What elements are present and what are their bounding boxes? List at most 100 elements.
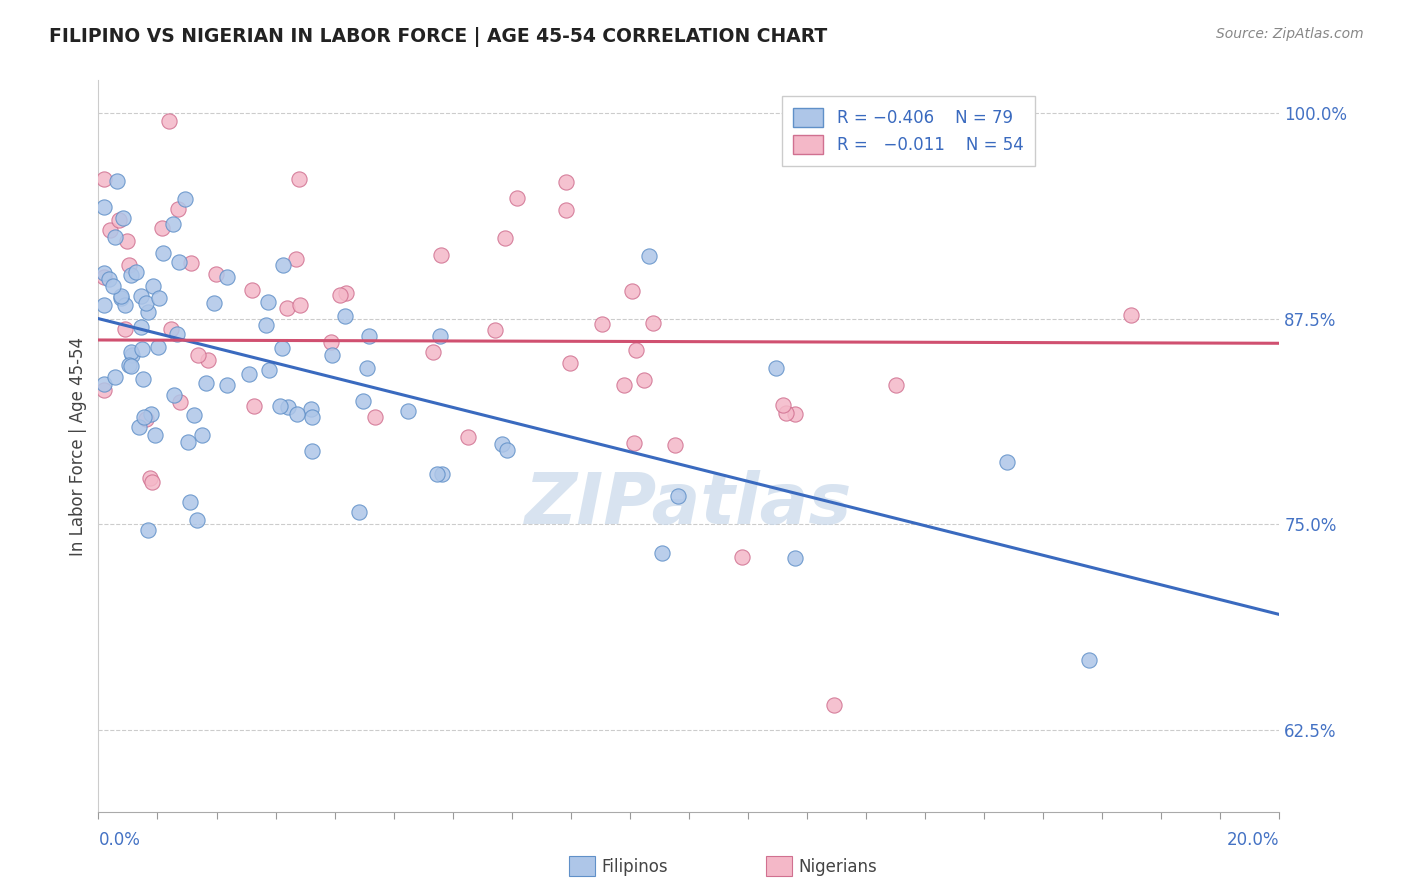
Point bbox=[995, 455, 1018, 469]
Point bbox=[633, 373, 655, 387]
Point bbox=[108, 213, 131, 227]
Point bbox=[135, 412, 157, 426]
Point bbox=[277, 400, 299, 414]
Point bbox=[143, 428, 166, 442]
Point bbox=[288, 172, 311, 186]
Point bbox=[257, 363, 280, 377]
Point bbox=[134, 410, 156, 425]
Point bbox=[93, 383, 115, 397]
Point bbox=[163, 388, 186, 402]
Point bbox=[167, 254, 190, 268]
Point bbox=[110, 289, 132, 303]
Point bbox=[104, 230, 127, 244]
Point bbox=[356, 361, 378, 376]
Point bbox=[120, 268, 142, 283]
Point bbox=[352, 393, 374, 408]
Point bbox=[620, 285, 643, 299]
Point bbox=[432, 467, 454, 481]
Point bbox=[271, 342, 294, 356]
Point bbox=[276, 301, 298, 315]
Point bbox=[180, 256, 202, 270]
Point bbox=[121, 348, 143, 362]
Point bbox=[422, 345, 444, 359]
Point bbox=[651, 546, 673, 560]
Point bbox=[215, 270, 238, 285]
Point bbox=[494, 231, 516, 245]
Point bbox=[114, 322, 136, 336]
Point bbox=[169, 395, 191, 409]
Point bbox=[301, 443, 323, 458]
Point bbox=[152, 245, 174, 260]
Point bbox=[347, 505, 370, 519]
Point bbox=[429, 328, 451, 343]
Point bbox=[638, 249, 661, 263]
Point bbox=[666, 489, 689, 503]
Point bbox=[139, 407, 162, 421]
Point bbox=[129, 288, 152, 302]
Point bbox=[98, 223, 121, 237]
Point bbox=[118, 358, 141, 372]
Point bbox=[166, 326, 188, 341]
Point bbox=[285, 407, 308, 421]
Text: 0.0%: 0.0% bbox=[98, 831, 141, 849]
Point bbox=[484, 323, 506, 337]
Point bbox=[288, 298, 311, 312]
Point bbox=[785, 550, 807, 565]
Point bbox=[93, 172, 115, 186]
Point bbox=[93, 376, 115, 391]
Point bbox=[558, 357, 581, 371]
Point bbox=[157, 114, 180, 128]
Point bbox=[623, 435, 645, 450]
Point bbox=[205, 267, 228, 281]
Point bbox=[731, 550, 754, 565]
Point bbox=[242, 284, 264, 298]
Point bbox=[150, 221, 173, 235]
Text: ZIPatlas: ZIPatlas bbox=[526, 470, 852, 539]
Text: Source: ZipAtlas.com: Source: ZipAtlas.com bbox=[1216, 27, 1364, 41]
Point bbox=[117, 235, 139, 249]
Point bbox=[114, 298, 136, 312]
Point bbox=[554, 203, 576, 218]
Point bbox=[457, 430, 479, 444]
Point bbox=[321, 348, 343, 362]
Legend: R = −0.406    N = 79, R =   −0.011    N = 54: R = −0.406 N = 79, R = −0.011 N = 54 bbox=[782, 96, 1035, 166]
Point bbox=[166, 202, 188, 216]
Point bbox=[132, 372, 155, 386]
Point bbox=[335, 286, 357, 301]
Point bbox=[643, 316, 665, 330]
Point bbox=[772, 398, 794, 412]
Point bbox=[191, 427, 214, 442]
Point bbox=[491, 436, 513, 450]
Point bbox=[104, 370, 127, 384]
Point bbox=[238, 367, 260, 381]
Point bbox=[396, 404, 419, 418]
Point bbox=[194, 376, 217, 391]
Point bbox=[135, 295, 157, 310]
Point bbox=[299, 402, 322, 417]
Point bbox=[146, 340, 169, 354]
Point bbox=[425, 467, 447, 482]
Point bbox=[128, 419, 150, 434]
Text: 20.0%: 20.0% bbox=[1227, 831, 1279, 849]
Text: Nigerians: Nigerians bbox=[799, 858, 877, 876]
Point bbox=[142, 279, 165, 293]
Point bbox=[357, 329, 380, 343]
Point bbox=[101, 279, 124, 293]
Point bbox=[139, 471, 162, 485]
Point bbox=[664, 438, 686, 452]
Point bbox=[187, 348, 209, 362]
Point bbox=[93, 270, 115, 285]
Point bbox=[173, 192, 195, 206]
Point bbox=[160, 322, 183, 336]
Point bbox=[110, 291, 132, 305]
Point bbox=[197, 353, 219, 368]
Point bbox=[186, 513, 208, 527]
Point bbox=[183, 408, 205, 422]
Point bbox=[495, 443, 517, 458]
Point bbox=[162, 217, 184, 231]
Point bbox=[120, 359, 142, 373]
Point bbox=[823, 698, 845, 712]
Point bbox=[131, 342, 153, 356]
Point bbox=[785, 407, 807, 421]
Point bbox=[285, 252, 308, 266]
